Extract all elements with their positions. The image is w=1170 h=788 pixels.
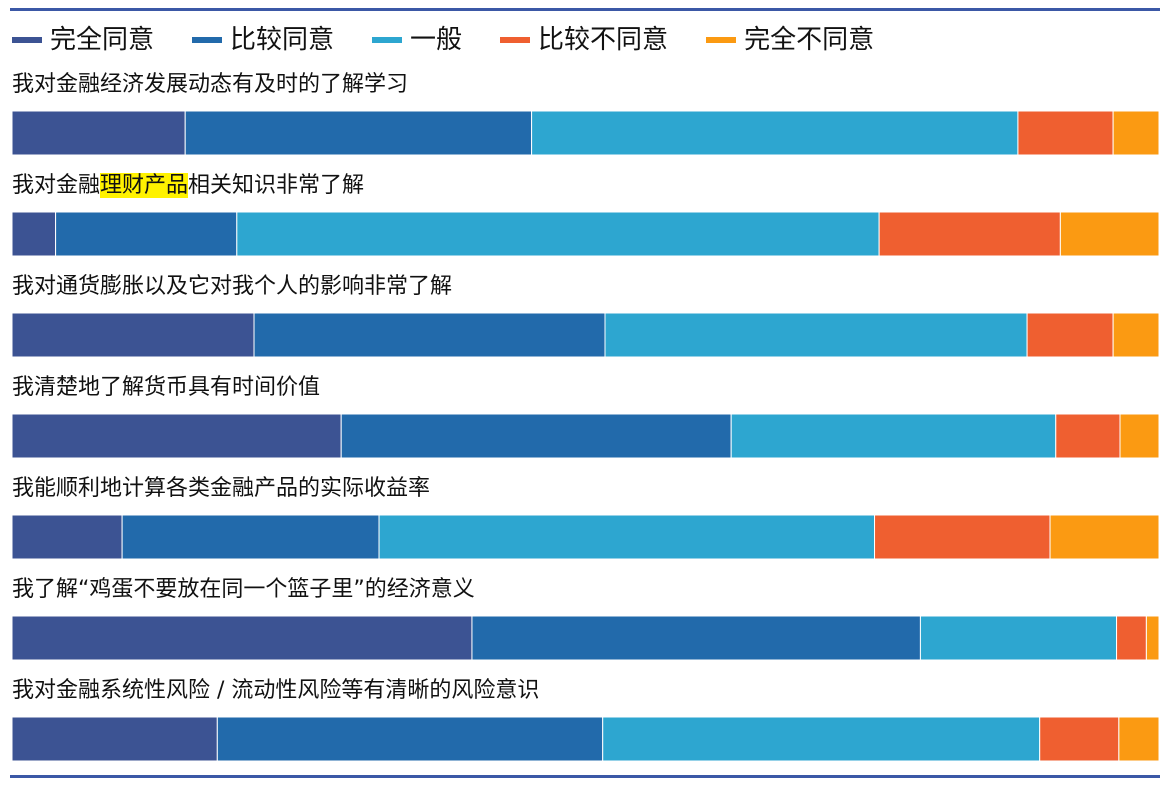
- bar-segment-row7-strongly-agree: [11, 716, 218, 762]
- highlight-marker: 理财产品: [100, 173, 189, 198]
- legend-label-strongly-agree: 完全同意: [50, 25, 155, 55]
- chart-legend: 完全同意 比较同意 一般 比较不同意 完全不同意: [12, 22, 912, 58]
- legend-item-strongly-disagree: 完全不同意: [706, 22, 874, 58]
- bar-segment-row3-strongly-disagree: [1112, 312, 1160, 358]
- bar-segment-row5-disagree: [874, 514, 1051, 560]
- category-label-2: 我对金融理财产品相关知识非常了解: [12, 171, 364, 201]
- bar-segment-row1-strongly-agree: [11, 110, 186, 156]
- bar-segment-row2-strongly-agree: [11, 211, 57, 257]
- category-label-4: 我清楚地了解货币具有时间价值: [12, 375, 321, 400]
- legend-swatch-agree: [192, 37, 223, 43]
- legend-swatch-strongly-agree: [12, 37, 42, 43]
- category-label-5: 我能顺利地计算各类金融产品的实际收益率: [12, 476, 431, 501]
- legend-item-agree: 比较同意: [192, 22, 334, 58]
- category-label-3: 我对通货膨胀以及它对我个人的影响非常了解: [12, 274, 453, 299]
- bar-segment-row3-strongly-agree: [11, 312, 255, 358]
- bar-segment-row1-disagree: [1017, 110, 1114, 156]
- legend-swatch-disagree: [500, 37, 531, 43]
- bar-segment-row1-strongly-disagree: [1112, 110, 1160, 156]
- bar-segment-row3-neutral: [604, 312, 1028, 358]
- bar-segment-row6-strongly-agree: [11, 615, 473, 661]
- bottom-rule: [10, 775, 1160, 778]
- legend-label-neutral: 一般: [410, 25, 463, 55]
- top-rule: [10, 8, 1160, 11]
- bar-segment-row1-neutral: [531, 110, 1019, 156]
- bar-segment-row6-strongly-disagree: [1145, 615, 1160, 661]
- legend-label-agree: 比较同意: [230, 25, 335, 55]
- legend-item-neutral: 一般: [372, 22, 462, 58]
- bar-segment-row4-strongly-agree: [11, 413, 342, 459]
- bar-segment-row2-neutral: [236, 211, 880, 257]
- legend-swatch-strongly-disagree: [706, 37, 737, 43]
- bar-segment-row5-neutral: [378, 514, 876, 560]
- bar-segment-row4-disagree: [1055, 413, 1121, 459]
- bar-segment-row3-agree: [253, 312, 606, 358]
- bar-segment-row2-disagree: [878, 211, 1061, 257]
- category-label-7: 我对金融系统性风险 / 流动性风险等有清晰的风险意识: [12, 678, 540, 703]
- bar-segment-row6-disagree: [1116, 615, 1147, 661]
- bar-segment-row7-neutral: [602, 716, 1041, 762]
- category-label-1: 我对金融经济发展动态有及时的了解学习: [12, 72, 409, 97]
- bar-segment-row7-disagree: [1039, 716, 1120, 762]
- bar-segment-row6-agree: [471, 615, 921, 661]
- category-label-2-suffix: 相关知识非常了解: [188, 173, 365, 198]
- category-label-2-prefix: 我对金融: [12, 173, 101, 198]
- bar-segment-row7-agree: [216, 716, 604, 762]
- legend-item-strongly-agree: 完全同意: [12, 22, 154, 58]
- legend-label-disagree: 比较不同意: [538, 25, 669, 55]
- bar-segment-row7-strongly-disagree: [1118, 716, 1160, 762]
- legend-swatch-neutral: [372, 37, 403, 43]
- bar-segment-row5-strongly-agree: [11, 514, 123, 560]
- bar-segment-row5-agree: [121, 514, 380, 560]
- bar-segment-row5-strongly-disagree: [1049, 514, 1160, 560]
- bar-segment-row2-agree: [55, 211, 238, 257]
- legend-label-strongly-disagree: 完全不同意: [744, 25, 875, 55]
- bar-segment-row6-neutral: [919, 615, 1118, 661]
- legend-item-disagree: 比较不同意: [500, 22, 668, 58]
- bar-segment-row4-neutral: [730, 413, 1057, 459]
- bar-segment-row3-disagree: [1026, 312, 1114, 358]
- bar-segment-row4-strongly-disagree: [1119, 413, 1160, 459]
- bar-segment-row1-agree: [184, 110, 533, 156]
- category-label-6: 我了解“鸡蛋不要放在同一个篮子里”的经济意义: [12, 577, 475, 602]
- bar-segment-row2-strongly-disagree: [1059, 211, 1160, 257]
- bar-segment-row4-agree: [340, 413, 732, 459]
